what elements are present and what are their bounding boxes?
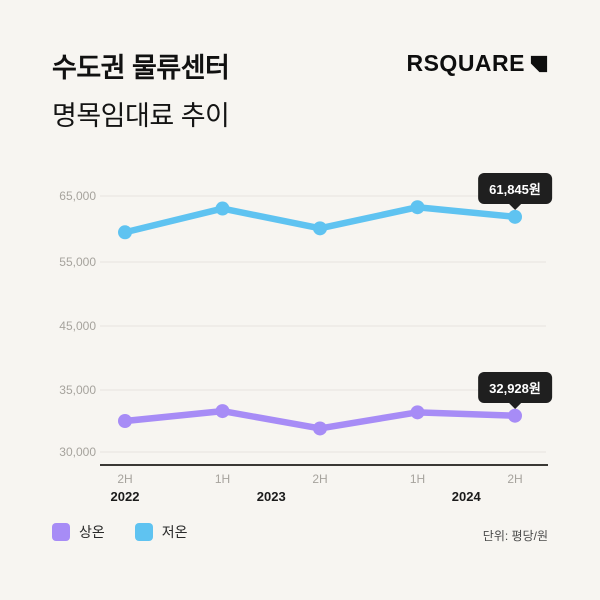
svg-text:55,000: 55,000 (59, 255, 96, 269)
chart-legend: 상온 저온 (52, 522, 188, 542)
svg-text:2023: 2023 (257, 489, 286, 504)
svg-text:45,000: 45,000 (59, 319, 96, 333)
svg-text:2H: 2H (312, 472, 327, 486)
svg-text:2022: 2022 (111, 489, 140, 504)
page-subtitle: 명목임대료 추이 (52, 101, 230, 131)
rsquare-logo: RSQUARE (406, 50, 548, 77)
unit-note: 단위: 평당/원 (482, 529, 548, 543)
rsquare-logo-mark-icon (530, 55, 548, 72)
svg-text:2H: 2H (117, 472, 132, 486)
warm-series-label: 상온 (79, 524, 105, 540)
warm-series-swatch (52, 523, 70, 541)
svg-text:2024: 2024 (452, 489, 482, 504)
value-callout: 32,928원 (478, 371, 552, 403)
svg-text:65,000: 65,000 (59, 189, 96, 203)
value-callout: 61,845원 (478, 172, 552, 204)
svg-text:30,000: 30,000 (59, 445, 96, 459)
legend-item-cold: 저온 (134, 522, 188, 542)
title-block: 수도권 물류센터 명목임대료 추이 (52, 46, 230, 133)
legend-item-warm: 상온 (52, 522, 105, 542)
cold-series-swatch (134, 523, 153, 541)
rsquare-logo-text: RSQUARE (406, 50, 525, 76)
cold-series-label: 저온 (161, 524, 188, 540)
page-title: 수도권 물류센터 (52, 53, 230, 83)
svg-text:1H: 1H (215, 472, 230, 486)
svg-text:1H: 1H (410, 472, 425, 486)
svg-text:35,000: 35,000 (59, 383, 96, 397)
svg-text:2H: 2H (507, 472, 522, 486)
header: 수도권 물류센터 명목임대료 추이 RSQUARE (52, 46, 548, 133)
